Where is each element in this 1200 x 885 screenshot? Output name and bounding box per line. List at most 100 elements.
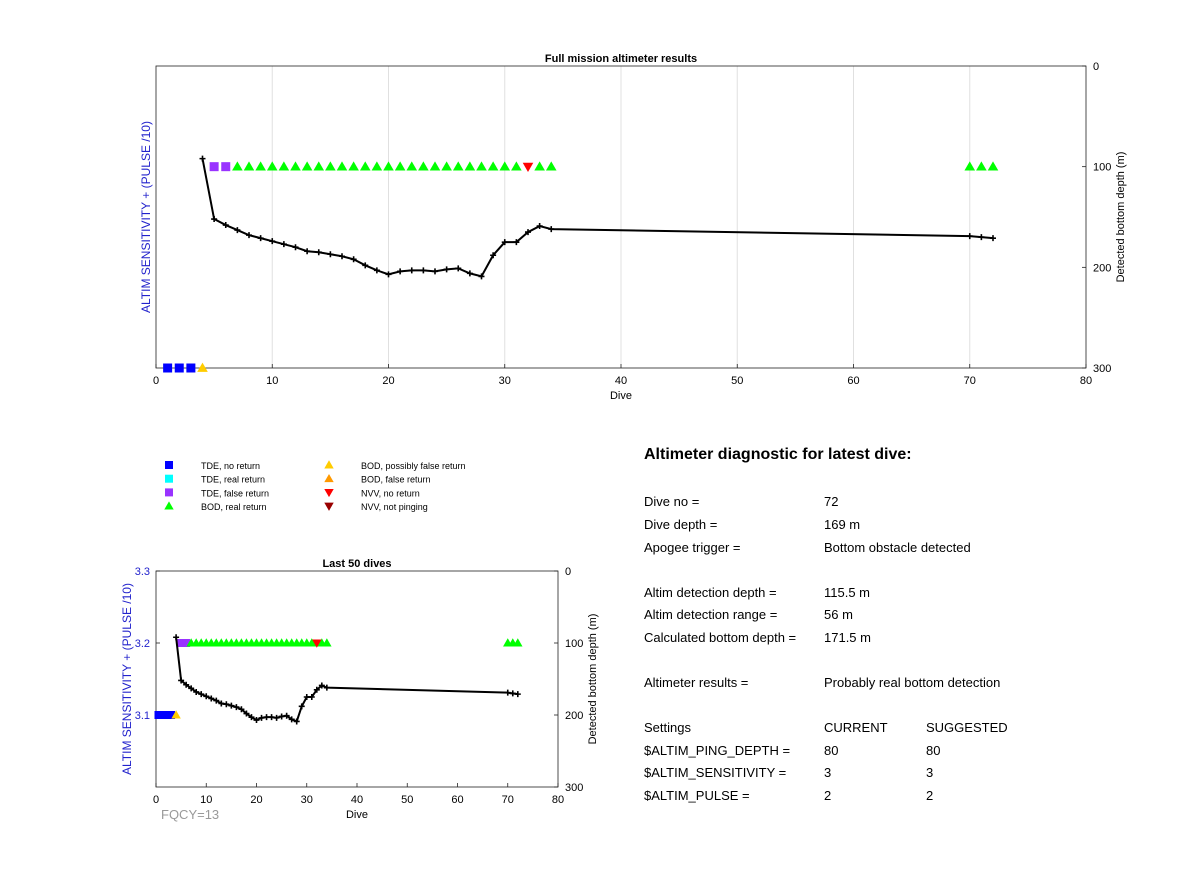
x-tick-label: 0 — [153, 794, 159, 806]
legend-label: BOD, false return — [361, 475, 431, 485]
depth-point — [513, 239, 520, 246]
setting-suggested: 3 — [926, 765, 934, 780]
depth-point — [183, 681, 190, 688]
depth-point — [315, 249, 322, 256]
status-marker — [301, 161, 313, 171]
y2-tick-label: 300 — [1093, 363, 1111, 375]
depth-point — [318, 682, 325, 689]
depth-point — [258, 714, 265, 721]
status-marker — [209, 162, 219, 172]
depth-point — [514, 691, 521, 698]
legend-label: BOD, real return — [201, 502, 267, 512]
y-axis-label: ALTIM SENSITIVITY + (PULSE /10) — [120, 583, 134, 775]
x-tick-label: 80 — [552, 794, 564, 806]
y-axis-label: ALTIM SENSITIVITY + (PULSE /10) — [139, 121, 153, 313]
depth-point — [218, 700, 225, 707]
legend-label: BOD, possibly false return — [361, 461, 466, 471]
status-marker — [266, 161, 278, 171]
legend-label: NVV, no return — [361, 488, 420, 498]
depth-point — [203, 693, 210, 700]
status-marker — [534, 161, 545, 171]
depth-point — [268, 714, 275, 721]
legend-marker — [324, 460, 334, 469]
depth-point — [504, 689, 511, 696]
depth-point — [243, 710, 250, 717]
status-marker — [243, 161, 255, 171]
status-marker — [307, 638, 317, 647]
status-marker — [499, 161, 511, 171]
legend-marker — [324, 488, 334, 498]
legend: TDE, no return TDE, real return TDE, false… — [164, 460, 466, 512]
y2-axis-label: Detected bottom depth (m) — [587, 614, 599, 745]
depth-point — [280, 241, 287, 248]
depth-point — [466, 270, 473, 277]
legend-marker — [165, 461, 173, 469]
legend-marker — [164, 501, 174, 510]
status-marker — [174, 363, 184, 373]
depth-point — [173, 634, 180, 641]
diag-value: 56 m — [824, 607, 853, 622]
x-tick-label: 0 — [153, 375, 159, 387]
depth-point — [327, 251, 334, 258]
depth-point — [198, 691, 205, 698]
depth-point — [303, 694, 310, 700]
depth-point — [273, 714, 280, 721]
x-tick-label: 30 — [499, 375, 511, 387]
depth-point — [478, 273, 485, 280]
diag-label: Apogee trigger = — [644, 540, 741, 555]
status-marker — [513, 638, 523, 647]
diag-label: Altim detection depth = — [644, 585, 777, 600]
legend-label: TDE, false return — [201, 488, 269, 498]
x-tick-label: 60 — [451, 794, 463, 806]
y-tick-label: 3.1 — [135, 710, 150, 722]
setting-label: $ALTIM_PULSE = — [644, 788, 750, 803]
status-marker — [278, 161, 290, 171]
status-marker — [163, 363, 173, 373]
status-marker — [182, 639, 191, 647]
status-marker — [383, 161, 394, 171]
y2-axis-label: Detected bottom depth (m) — [1115, 152, 1127, 283]
settings-header-suggested: SUGGESTED — [926, 720, 1008, 735]
chart-title: Full mission altimeter results — [545, 53, 697, 65]
legend-label: NVV, not pinging — [361, 502, 428, 512]
diag-value: 115.5 m — [824, 585, 871, 600]
x-tick-label: 20 — [382, 375, 394, 387]
diag-label: Altim detection range = — [644, 607, 778, 622]
x-tick-label: 20 — [250, 794, 262, 806]
status-marker — [312, 639, 322, 648]
status-marker — [464, 161, 476, 171]
status-marker — [255, 161, 266, 171]
y2-tick-label: 300 — [565, 782, 583, 794]
depth-point — [509, 690, 516, 697]
status-marker — [418, 161, 429, 171]
diag-label: Dive depth = — [644, 517, 718, 532]
x-tick-label: 60 — [847, 375, 859, 387]
depth-point — [269, 238, 276, 245]
x-axis-label: Dive — [346, 809, 368, 821]
y2-tick-label: 200 — [565, 710, 583, 722]
depth-point — [193, 688, 200, 695]
status-marker — [452, 161, 464, 171]
depth-point — [213, 697, 220, 704]
legend-marker — [165, 474, 173, 483]
status-marker — [522, 162, 534, 173]
depth-point — [455, 265, 462, 272]
status-marker — [167, 711, 176, 719]
depth-point — [350, 256, 357, 263]
x-axis-label: Dive — [610, 390, 632, 402]
depth-point — [283, 712, 290, 719]
status-marker — [221, 162, 231, 172]
legend-marker — [324, 473, 334, 483]
depth-point — [178, 677, 185, 684]
depth-point — [292, 244, 299, 251]
depth-point — [501, 239, 508, 246]
setting-suggested: 80 — [926, 743, 941, 758]
depth-point — [966, 233, 973, 240]
diag-label: Dive no = — [644, 494, 700, 509]
status-marker — [964, 161, 976, 171]
depth-point — [978, 234, 985, 241]
depth-point — [263, 714, 270, 721]
depth-point — [490, 252, 497, 259]
settings-header-current: CURRENT — [824, 720, 888, 735]
